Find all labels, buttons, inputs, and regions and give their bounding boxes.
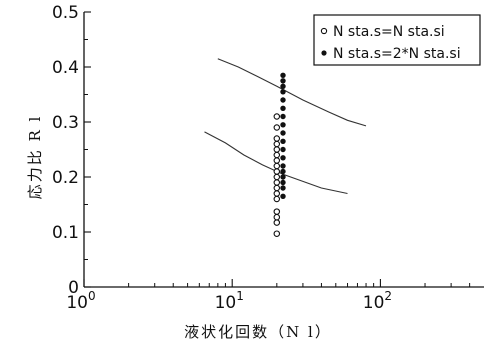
data-point-filled	[280, 122, 286, 128]
data-point-open	[273, 219, 281, 226]
data-point-filled	[280, 72, 286, 79]
x-tick-label: 100	[66, 289, 95, 313]
data-point-open	[273, 135, 281, 142]
y-tick-label: 0.4	[52, 58, 79, 78]
x-tick-label: 101	[215, 289, 244, 313]
data-point-filled	[280, 89, 286, 95]
data-point-open	[273, 230, 281, 237]
data-point-filled	[280, 113, 286, 120]
data-point-open	[273, 184, 281, 192]
fit-curve-1	[217, 58, 367, 127]
data-point-open	[273, 208, 281, 215]
data-point-filled	[280, 83, 286, 90]
data-point-filled	[280, 146, 286, 153]
y-tick-label: 0.5	[52, 3, 79, 23]
ticks: 0 0.1 0.2 0.3 0.4 0.5 100 101 102	[52, 3, 471, 313]
data-point-open	[273, 173, 281, 181]
data-point-filled	[280, 174, 286, 180]
data-point-open	[273, 195, 281, 203]
y-tick-label: 0	[68, 278, 79, 298]
y-tick-label: 0.3	[52, 113, 79, 133]
fit-curve-2	[204, 131, 348, 195]
fit-curves	[204, 58, 367, 195]
data-point-filled	[280, 97, 286, 103]
legend-label-series-1: N sta.s=N sta.si	[333, 24, 445, 40]
legend-marker-filled	[321, 50, 327, 56]
data-point-filled	[280, 185, 286, 191]
data-point-open	[273, 168, 281, 175]
y-axis-title: 応力比 R l	[26, 115, 44, 200]
data-point-filled	[280, 168, 286, 175]
legend-box	[313, 14, 481, 66]
data-point-filled	[280, 155, 286, 161]
data-point-filled	[280, 105, 286, 112]
data-point-filled	[280, 78, 286, 84]
data-point-open	[273, 151, 281, 159]
x-axis-title: 液状化回数（N l）	[184, 323, 332, 341]
data-point-open	[273, 157, 281, 164]
data-point-filled	[280, 138, 286, 144]
data-point-open	[273, 190, 281, 197]
data-point-filled	[280, 179, 286, 186]
legend-marker-open	[320, 27, 328, 35]
data-point-open	[273, 124, 281, 131]
legend-label-series-2: N sta.s=2*N sta.si	[333, 46, 461, 62]
data-point-filled	[280, 130, 286, 136]
data-point-open	[273, 113, 281, 120]
data-point-open	[273, 140, 281, 148]
x-tick-label: 102	[363, 289, 392, 313]
data-points	[273, 72, 286, 237]
data-point-filled	[280, 163, 286, 169]
data-point-open	[273, 146, 281, 153]
data-point-filled	[280, 193, 286, 199]
y-tick-label: 0.1	[52, 223, 79, 243]
data-point-open	[273, 213, 281, 221]
data-point-open	[273, 162, 281, 170]
y-tick-label: 0.2	[52, 168, 79, 188]
data-point-open	[273, 179, 281, 186]
legend: N sta.s=N sta.si N sta.s=2*N sta.si	[313, 14, 481, 66]
